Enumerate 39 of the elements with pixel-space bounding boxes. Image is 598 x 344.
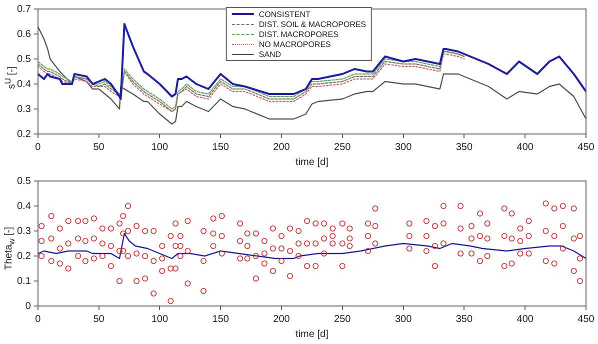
legend-label: CONSISTENT [258, 10, 310, 18]
legend-label: DIST. MACROPORES [258, 30, 338, 38]
y-tick-label: 0.1 [16, 276, 32, 287]
x-tick-label: 100 [151, 314, 168, 325]
y-tick-label: 0.7 [16, 4, 32, 15]
x-tick-label: 250 [334, 142, 352, 153]
y-tick-label: 0.3 [16, 226, 32, 237]
x-tick-label: 50 [93, 142, 105, 153]
y-tick-label: 0.4 [16, 200, 32, 212]
x-tick-label: 300 [394, 142, 412, 153]
x-axis-title: time [d] [296, 156, 329, 168]
x-tick-label: 350 [456, 314, 473, 325]
x-tick-label: 350 [456, 142, 473, 153]
y-tick-label: 0 [25, 300, 32, 312]
x-tick-label: 50 [93, 314, 105, 325]
x-tick-label: 200 [273, 142, 290, 153]
legend-label: SAND [258, 50, 282, 58]
y-tick-label: 0.2 [16, 128, 32, 140]
x-tick-label: 150 [212, 314, 230, 325]
x-tick-label: 150 [212, 142, 230, 153]
x-tick-label: 300 [394, 314, 412, 325]
y-tick-label: 0.2 [16, 250, 32, 262]
y-tick-label: 0.5 [16, 176, 32, 187]
x-tick-label: 450 [578, 314, 595, 325]
x-tick-label: 400 [516, 314, 534, 325]
x-tick-label: 450 [578, 142, 595, 153]
y-tick-label: 0.5 [16, 54, 32, 65]
y-tick-label: 0.6 [16, 28, 32, 40]
legend-label: NO MACROPORES [258, 40, 331, 48]
x-tick-label: 400 [516, 142, 534, 153]
x-tick-label: 0 [35, 314, 42, 325]
x-tick-label: 0 [35, 142, 42, 153]
y-tick-label: 0.3 [16, 104, 32, 115]
legend-label: DIST. SOIL & MACROPORES [258, 20, 366, 28]
x-tick-label: 100 [151, 142, 168, 153]
x-tick-label: 200 [273, 314, 290, 325]
x-tick-label: 250 [334, 314, 352, 325]
y-tick-label: 0.4 [16, 78, 32, 90]
x-axis-title: time [d] [296, 328, 329, 340]
